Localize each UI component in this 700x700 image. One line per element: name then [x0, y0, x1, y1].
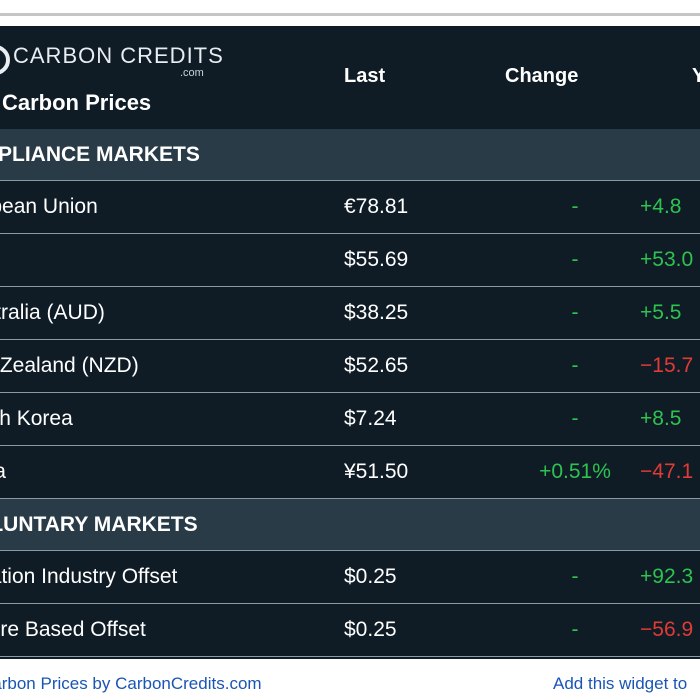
widget-frame: CARBON CREDITS .com Carbon Prices Last C…	[0, 13, 700, 659]
carbon-credits-logo-icon	[0, 45, 10, 75]
price-change: -	[571, 248, 579, 271]
carbon-prices-widget: CARBON CREDITS .com Carbon Prices Last C…	[0, 26, 700, 659]
ytd-change: +4.8	[640, 195, 682, 218]
ytd-change: −15.7	[640, 354, 694, 377]
price-change: -	[571, 354, 579, 377]
market-name: South Korea	[0, 407, 73, 430]
price-change: +0.51%	[539, 460, 611, 483]
ytd-change: +53.0	[640, 248, 694, 271]
last-price: $52.65	[344, 354, 409, 377]
table-row[interactable]: Nature Based Offset $0.25 - −56.9	[0, 604, 700, 657]
price-change: -	[571, 618, 579, 641]
last-price: $7.24	[344, 407, 397, 430]
last-price: $0.25	[344, 618, 397, 641]
section-header: VOLUNTARY MARKETS	[0, 499, 700, 551]
widget-footer: Carbon Prices by CarbonCredits.com Add t…	[0, 674, 700, 698]
table-row[interactable]: South Korea $7.24 - +8.5	[0, 393, 700, 446]
price-change: -	[571, 565, 579, 588]
last-price: $38.25	[344, 301, 409, 324]
market-name: Nature Based Offset	[0, 618, 146, 641]
market-name: China	[0, 460, 6, 484]
ytd-change: −47.1	[640, 460, 694, 483]
last-price: $0.25	[344, 565, 397, 588]
market-name: New Zealand (NZD)	[0, 354, 139, 377]
section-label: COMPLIANCE MARKETS	[0, 143, 200, 166]
add-widget-link[interactable]: Add this widget to	[553, 674, 688, 693]
section-header: COMPLIANCE MARKETS	[0, 129, 700, 181]
price-change: -	[571, 195, 579, 218]
ytd-change: +8.5	[640, 407, 682, 430]
table-row[interactable]: China ¥51.50 +0.51% −47.1	[0, 446, 700, 499]
table-row[interactable]: Aviation Industry Offset $0.25 - +92.3	[0, 551, 700, 604]
ytd-change: −56.9	[640, 618, 694, 641]
widget-header: CARBON CREDITS .com Carbon Prices Last C…	[0, 26, 700, 130]
last-price: €78.81	[344, 195, 409, 218]
column-header-ytd: YTD	[692, 65, 700, 88]
column-header-change: Change	[505, 65, 579, 87]
price-change: -	[571, 407, 579, 430]
table-row[interactable]: New Zealand (NZD) $52.65 - −15.7	[0, 340, 700, 393]
market-name: Australia (AUD)	[0, 301, 105, 324]
market-name: Aviation Industry Offset	[0, 565, 178, 588]
table-row[interactable]: $55.69 - +53.0	[0, 234, 700, 287]
section-label: VOLUNTARY MARKETS	[0, 513, 198, 536]
column-header-last: Last	[344, 65, 386, 87]
ytd-change: +5.5	[640, 301, 682, 324]
widget-title: Carbon Prices	[2, 90, 152, 115]
market-name: European Union	[0, 195, 98, 218]
table-row[interactable]: European Union €78.81 - +4.8	[0, 181, 700, 234]
credit-link[interactable]: Carbon Prices by CarbonCredits.com	[0, 674, 262, 693]
last-price: $55.69	[344, 248, 409, 271]
ytd-change: +92.3	[640, 565, 694, 588]
brand-name: CARBON CREDITS	[13, 43, 224, 68]
last-price: ¥51.50	[344, 460, 409, 483]
price-change: -	[571, 301, 579, 324]
brand-suffix: .com	[180, 67, 204, 79]
table-row[interactable]: Australia (AUD) $38.25 - +5.5	[0, 287, 700, 340]
